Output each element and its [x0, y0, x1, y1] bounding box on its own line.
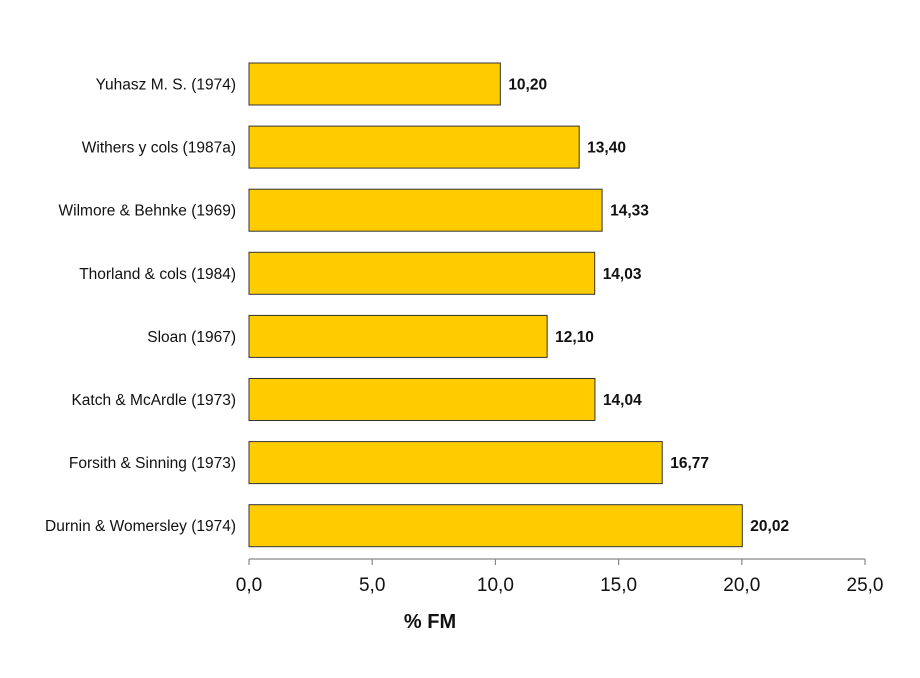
data-label: 13,40: [587, 140, 626, 157]
bar: [248, 441, 663, 485]
category-label: Withers y cols (1987a): [82, 140, 236, 157]
category-label: Wilmore & Behnke (1969): [59, 203, 236, 220]
bar: [248, 504, 743, 548]
bars-layer: [248, 62, 743, 548]
data-label: 12,10: [555, 329, 594, 346]
data-label: 14,33: [610, 203, 649, 220]
bar: [248, 188, 603, 232]
data-label: 16,77: [670, 455, 709, 472]
x-tick-label: 25,0: [847, 575, 884, 596]
data-label: 20,02: [750, 518, 789, 535]
x-tick-label: 10,0: [477, 575, 514, 596]
bar: [248, 378, 596, 421]
category-label: Durnin & Womersley (1974): [45, 518, 236, 535]
x-axis-title: % FM: [404, 611, 456, 633]
x-tick-label: 20,0: [723, 575, 760, 596]
x-tick-label: 0,0: [236, 575, 262, 596]
x-tick-label: 15,0: [600, 575, 637, 596]
category-label: Sloan (1967): [147, 329, 236, 346]
category-label: Thorland & cols (1984): [79, 266, 236, 283]
bar: [248, 251, 596, 295]
category-label: Yuhasz M. S. (1974): [96, 77, 236, 94]
ticks-layer: 0,0 5,0 10,0 15,0 20,0 25,0: [236, 559, 884, 596]
data-label: 14,04: [603, 392, 642, 409]
category-label: Katch & McArdle (1973): [71, 392, 236, 409]
bar: [248, 314, 548, 358]
data-label: 14,03: [603, 266, 642, 283]
category-label: Forsith & Sinning (1973): [69, 455, 236, 472]
bar: [248, 62, 501, 106]
data-label: 10,20: [508, 77, 547, 94]
labels-layer: Yuhasz M. S. (1974) 10,20 Withers y cols (…: [45, 77, 789, 536]
bar: [248, 125, 580, 169]
x-tick-label: 5,0: [359, 575, 385, 596]
